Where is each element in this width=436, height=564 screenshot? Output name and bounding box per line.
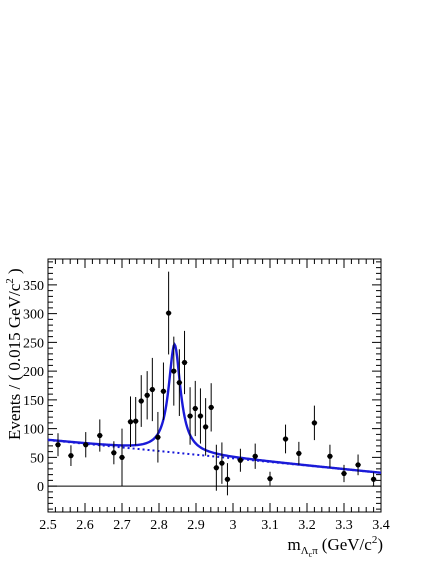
y-tick-label: 50 <box>30 451 44 466</box>
point-marker <box>83 442 89 448</box>
data-point <box>282 424 289 454</box>
point-marker <box>176 380 182 386</box>
point-marker <box>97 432 103 439</box>
data-point <box>138 375 145 427</box>
x-tick-label: 2.8 <box>150 518 168 533</box>
point-marker <box>160 388 167 394</box>
data-point <box>237 448 244 472</box>
data-point <box>202 398 209 456</box>
y-tick-label: 100 <box>23 423 44 438</box>
x-tick-label: 2.7 <box>113 518 131 533</box>
data-point <box>224 463 231 496</box>
y-tick-label: 0 <box>37 480 44 495</box>
data-point <box>327 444 333 468</box>
data-point <box>127 396 134 448</box>
y-tick-label: 350 <box>23 279 44 294</box>
point-marker <box>208 404 214 410</box>
data-point <box>111 441 117 465</box>
data-point <box>213 444 220 491</box>
data-point <box>252 443 258 469</box>
data-point <box>132 397 139 446</box>
data-point <box>187 387 193 445</box>
data-point <box>267 471 273 486</box>
data-point <box>149 357 156 422</box>
point-marker <box>282 436 289 442</box>
data-point <box>82 432 89 458</box>
data-point <box>208 383 214 432</box>
point-marker <box>296 450 302 456</box>
point-marker <box>149 386 155 393</box>
point-marker <box>224 476 231 482</box>
point-marker <box>237 457 243 463</box>
point-marker <box>192 405 198 412</box>
axis-ticks: 2.5 2.6 2.7 2.8 2.9 3 3.1 3.2 3.3 3.4 0 50 100 150 200… <box>23 259 390 533</box>
x-tick-label: 3.4 <box>372 518 390 533</box>
y-tick-label: 150 <box>23 394 44 409</box>
y-tick-label: 300 <box>23 308 44 323</box>
point-marker <box>111 450 117 456</box>
data-point <box>97 419 103 452</box>
x-tick-label: 3.2 <box>298 518 316 533</box>
fit-curves <box>47 342 382 474</box>
data-point <box>311 405 318 441</box>
data-point <box>192 380 199 437</box>
point-marker <box>203 424 209 430</box>
data-point <box>55 433 61 457</box>
data-point <box>165 271 172 355</box>
point-marker <box>144 392 150 398</box>
point-marker <box>213 465 219 471</box>
point-marker <box>187 413 193 419</box>
x-tick-label: 2.9 <box>187 518 205 533</box>
data-point <box>171 336 177 406</box>
x-tick-label: 2.6 <box>76 518 94 533</box>
x-tick-label: 2.5 <box>39 518 57 533</box>
point-marker <box>171 368 177 374</box>
point-marker <box>166 310 172 316</box>
background-fit-curve <box>47 439 382 474</box>
point-marker <box>197 413 204 419</box>
total-fit-curve <box>47 342 382 474</box>
point-marker <box>267 476 273 482</box>
y-tick-label: 250 <box>23 336 44 351</box>
point-marker <box>252 453 258 459</box>
point-marker <box>181 359 188 366</box>
x-tick-label: 3.1 <box>261 518 279 533</box>
data-point <box>341 464 347 483</box>
data-point <box>296 441 302 465</box>
point-marker <box>68 453 74 459</box>
data-point <box>370 472 377 487</box>
point-marker <box>155 434 161 440</box>
data-point <box>68 445 74 466</box>
data-point <box>160 362 167 420</box>
point-marker <box>133 418 139 424</box>
data-point <box>176 349 183 416</box>
data-point <box>181 330 188 395</box>
point-marker <box>311 420 317 426</box>
y-tick-label: 200 <box>23 365 44 380</box>
point-marker <box>219 460 225 466</box>
point-marker <box>119 454 125 460</box>
point-marker <box>138 398 144 404</box>
x-axis-label: mΛcπ (GeV/c2) <box>287 534 383 559</box>
plot-frame <box>47 258 382 513</box>
data-point <box>144 371 150 420</box>
data-point <box>197 388 204 444</box>
point-marker <box>327 453 333 459</box>
plot-border <box>47 258 382 513</box>
data-point <box>219 442 225 484</box>
point-marker <box>371 476 377 482</box>
x-tick-label: 3.3 <box>335 518 353 533</box>
point-marker <box>341 470 347 477</box>
point-marker <box>355 462 361 468</box>
data-point <box>355 454 361 476</box>
data-point <box>119 428 125 487</box>
x-tick-label: 3 <box>230 518 237 533</box>
y-axis-label: Events / ( 0.015 GeV/c2 ) <box>4 268 24 440</box>
data-points <box>55 271 377 496</box>
point-marker <box>127 419 134 425</box>
data-point <box>155 411 161 463</box>
point-marker <box>55 442 61 448</box>
